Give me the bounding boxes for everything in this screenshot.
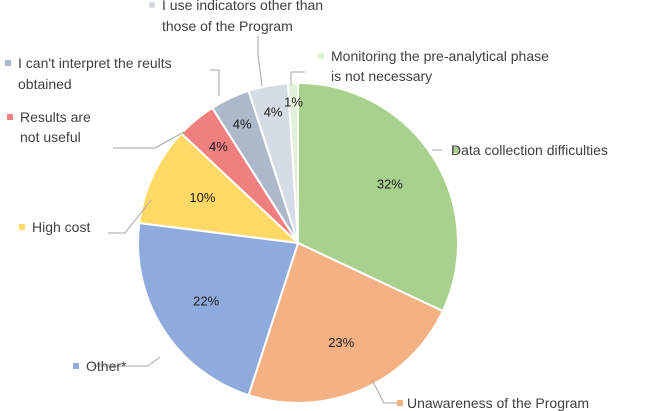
legend-swatch xyxy=(318,53,324,59)
leader-line xyxy=(210,69,220,96)
category-label: is not necessary xyxy=(331,68,432,84)
category-label: Data collection difficulties xyxy=(451,142,608,158)
leader-line xyxy=(108,199,152,234)
slice-percent-label: 4% xyxy=(264,105,283,120)
pie-slice xyxy=(138,132,301,245)
slice-percent-label: 1% xyxy=(284,94,303,109)
slice-percent-label: 22% xyxy=(193,293,219,308)
legend-swatch xyxy=(397,400,403,406)
legend-swatch xyxy=(149,2,155,8)
category-label: Monitoring the pre-analytical phase xyxy=(331,48,549,64)
leader-line xyxy=(290,71,305,85)
legend-swatch xyxy=(5,60,11,66)
slice-percent-label: 23% xyxy=(328,335,354,350)
slice-percent-label: 4% xyxy=(233,116,252,131)
slice-percent-label: 10% xyxy=(189,190,215,205)
pie-slice xyxy=(137,221,300,397)
slice-percent-label: 4% xyxy=(209,139,228,154)
leader-line xyxy=(92,356,161,367)
legend-swatch xyxy=(7,114,13,120)
legend-swatch xyxy=(453,147,459,153)
leader-line xyxy=(257,36,263,87)
category-label: not useful xyxy=(20,129,81,145)
legend-swatch xyxy=(73,363,79,369)
category-label: Other* xyxy=(86,358,127,374)
pie-slice xyxy=(247,241,445,404)
pie-slice xyxy=(286,81,299,244)
category-label: I can't interpret the reults xyxy=(18,55,172,71)
pie-slice xyxy=(297,81,459,313)
leader-line xyxy=(113,131,185,149)
legend-swatch xyxy=(19,224,25,230)
category-label: I use indicators other than xyxy=(162,0,323,13)
category-label: obtained xyxy=(18,76,72,92)
category-label: Unawareness of the Program xyxy=(407,395,589,411)
slice-percent-label: 32% xyxy=(377,177,403,192)
category-label: High cost xyxy=(32,219,90,235)
leader-line xyxy=(371,379,400,404)
category-label: Results are xyxy=(20,109,91,125)
category-label: those of the Program xyxy=(162,18,293,34)
